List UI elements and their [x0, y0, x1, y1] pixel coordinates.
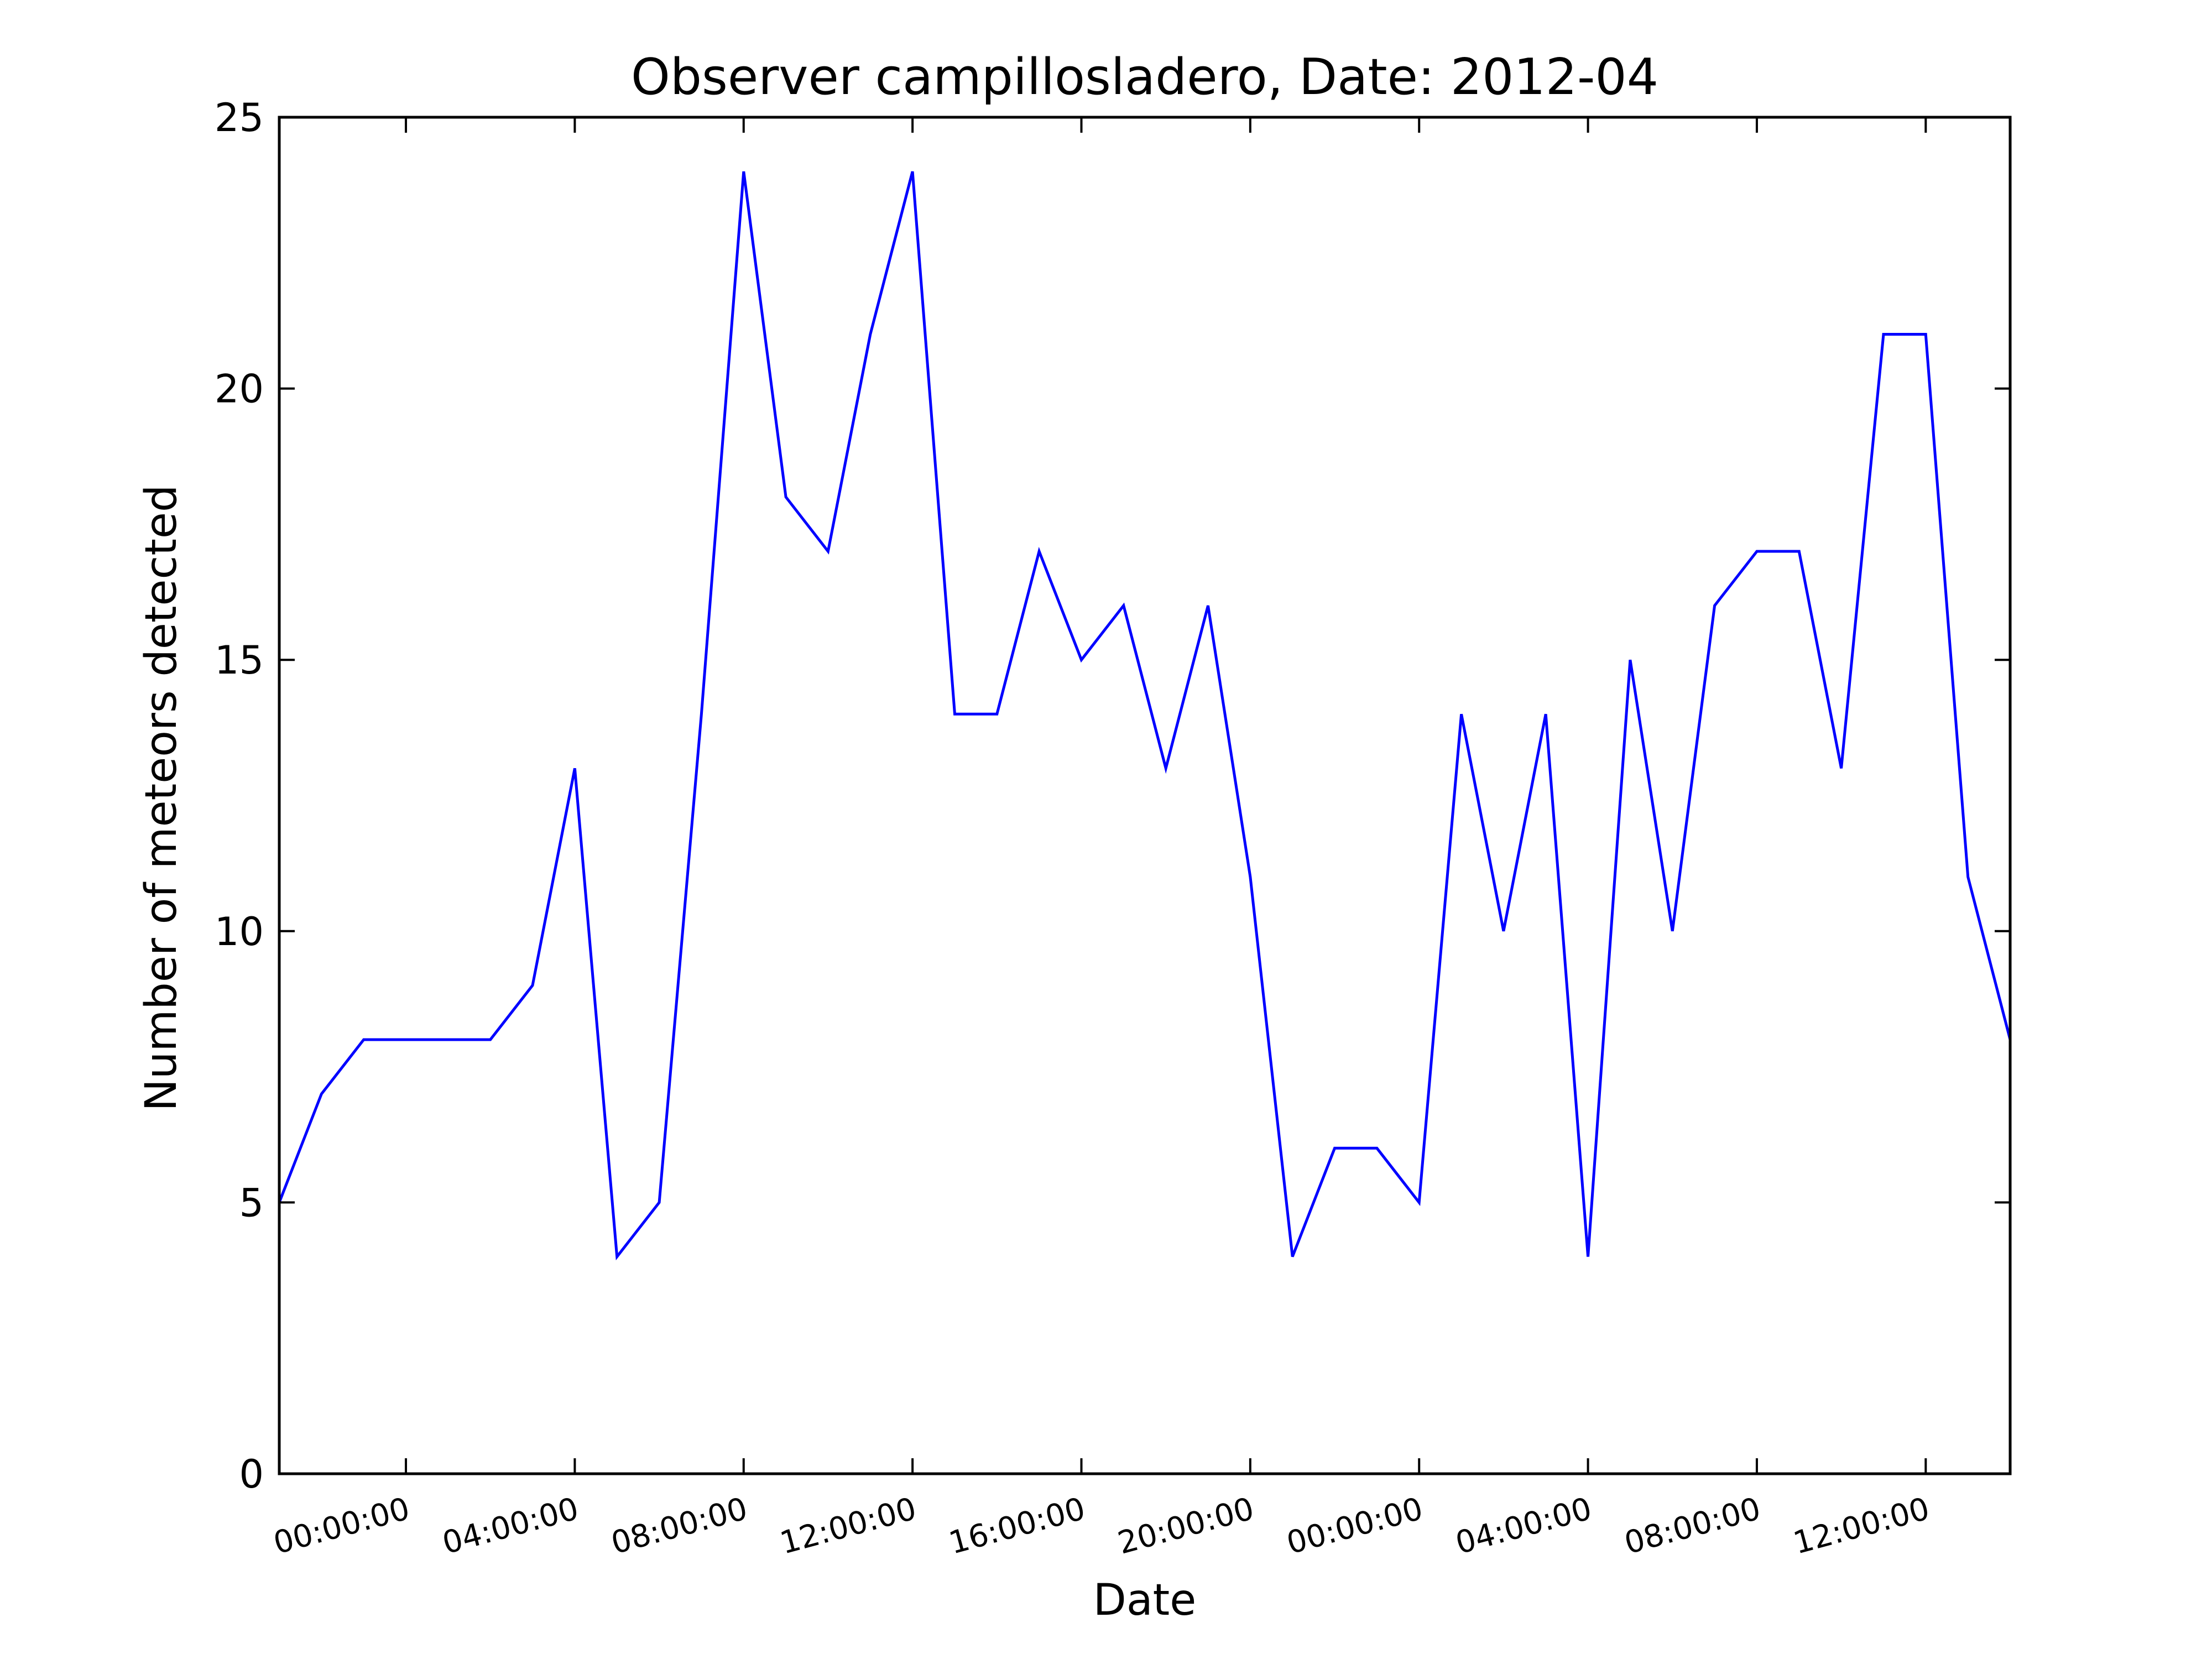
x-tick-label: 12:00:00	[776, 1491, 920, 1562]
x-tick-label: 16:00:00	[945, 1491, 1089, 1562]
y-axis-label: Number of meteors detected	[137, 485, 186, 1112]
y-tick-label: 0	[239, 1452, 264, 1497]
y-tick-label: 25	[215, 95, 264, 140]
x-axis-label: Date	[1093, 1575, 1196, 1625]
series-line	[278, 171, 2012, 1261]
y-tick-label: 5	[239, 1180, 264, 1225]
y-tick-label: 15	[215, 638, 264, 683]
x-tick-label: 00:00:00	[1283, 1491, 1427, 1562]
x-tick-label: 00:00:00	[270, 1491, 414, 1562]
x-tick-label: 20:00:00	[1114, 1491, 1258, 1562]
plot-frame	[278, 116, 2012, 1475]
chart-title: Observer campillosladero, Date: 2012-04	[631, 48, 1658, 106]
x-tick-label: 08:00:00	[1621, 1491, 1765, 1562]
x-tick-label: 08:00:00	[608, 1491, 752, 1562]
plot-area: 0 5 10 15 20 25 00:00:00 04:00:00 08:00:00 12:00:…	[215, 95, 2012, 1562]
x-tick-label: 12:00:00	[1790, 1491, 1933, 1562]
x-tick-label: 04:00:00	[439, 1491, 582, 1562]
y-tick-label: 20	[215, 367, 264, 412]
y-tick-label: 10	[215, 909, 264, 954]
x-tick-label: 04:00:00	[1452, 1491, 1595, 1562]
